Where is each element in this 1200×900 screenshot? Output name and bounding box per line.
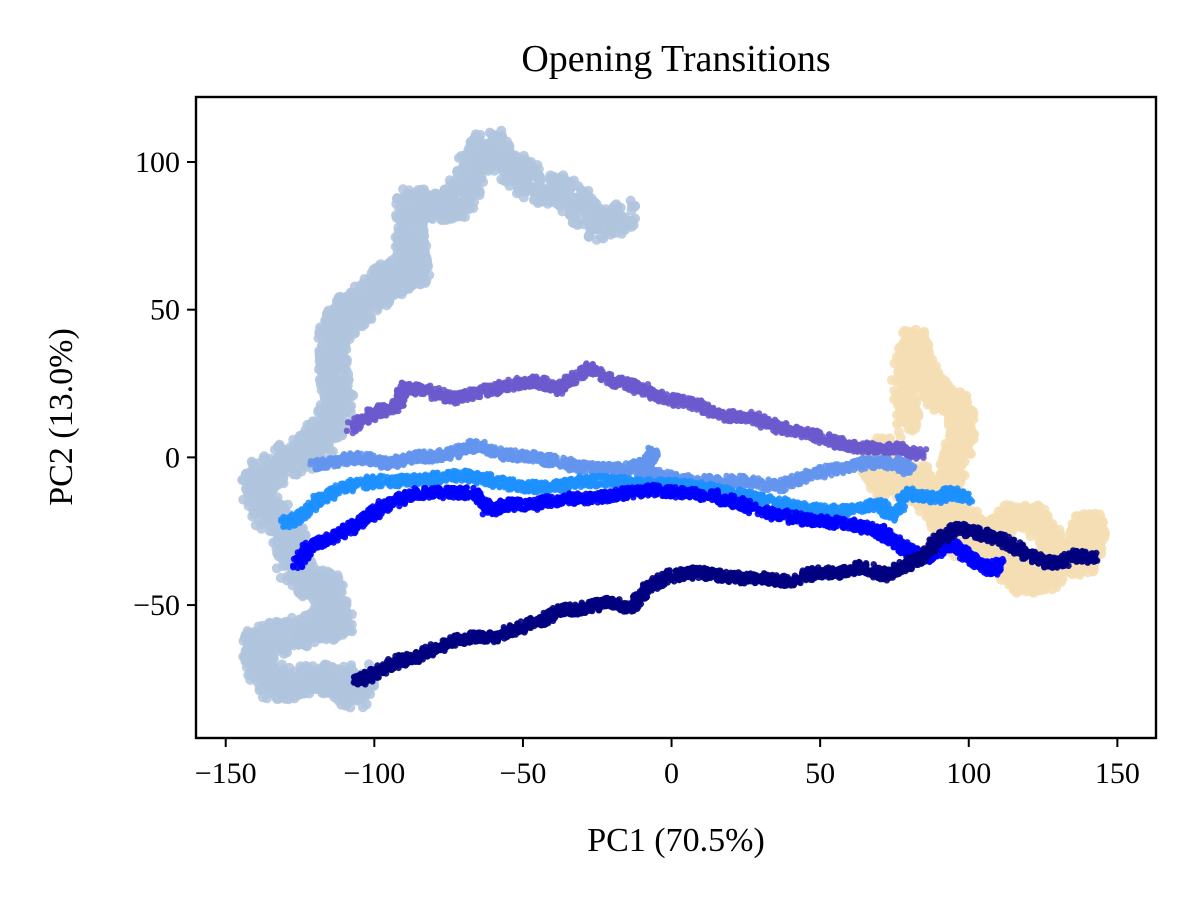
trajectory-point: [906, 400, 917, 411]
trajectory-point: [270, 482, 280, 492]
trajectory-point: [398, 192, 409, 203]
trajectory-point: [411, 242, 422, 253]
trajectory-point: [496, 125, 507, 136]
trajectory-point: [431, 188, 442, 199]
trajectory-point: [517, 174, 528, 185]
trajectory-point: [543, 196, 553, 207]
trajectory-point: [585, 223, 596, 234]
trajectory-point: [903, 419, 914, 430]
trajectory-point: [250, 509, 261, 520]
trajectory-point: [338, 327, 349, 338]
trajectory-point: [550, 182, 561, 193]
trajectory-series-1: [237, 125, 641, 713]
trajectory-point: [409, 199, 420, 210]
trajectory-point: [345, 663, 356, 674]
trajectory-point: [370, 285, 381, 296]
trajectory-point: [630, 200, 641, 211]
trajectory-point: [403, 210, 414, 221]
trajectory-point: [391, 212, 402, 223]
trajectory-point: [889, 385, 900, 396]
trajectory-point: [442, 192, 453, 202]
trajectory-point: [600, 228, 611, 239]
data-layer: [237, 125, 1110, 713]
trajectory-point: [578, 214, 589, 224]
trajectory-point: [586, 214, 597, 225]
trajectory-point: [558, 170, 569, 181]
trajectory-point: [460, 191, 471, 202]
trajectory-point: [298, 664, 309, 675]
trajectory-point: [343, 375, 354, 386]
trajectory-point: [611, 213, 622, 224]
trajectory-point: [444, 175, 455, 186]
trajectory-point: [300, 640, 311, 651]
trajectory-point: [418, 187, 429, 198]
trajectory-point: [273, 622, 284, 633]
trajectory-point: [436, 215, 447, 226]
trajectory-point: [486, 143, 497, 154]
trajectory-point: [453, 153, 464, 163]
trajectory-point: [344, 306, 354, 317]
trajectory-point: [502, 165, 513, 176]
trajectory-point: [273, 529, 284, 539]
trajectory-point: [419, 204, 429, 215]
trajectory-point: [578, 191, 589, 202]
trajectory-point: [528, 166, 539, 177]
trajectory-point: [486, 129, 497, 140]
trajectory-point: [291, 637, 302, 647]
trajectory-point: [545, 173, 556, 184]
trajectory-point: [277, 552, 287, 563]
trajectory-point: [565, 176, 576, 187]
trajectory-point: [621, 216, 632, 227]
trajectory-point: [339, 690, 350, 701]
trajectory-point: [443, 206, 454, 217]
trajectory-point: [463, 166, 474, 177]
trajectory-point: [273, 454, 284, 465]
trajectory-point: [416, 216, 427, 227]
trajectory-point: [391, 198, 402, 209]
trajectory-point: [326, 423, 337, 434]
